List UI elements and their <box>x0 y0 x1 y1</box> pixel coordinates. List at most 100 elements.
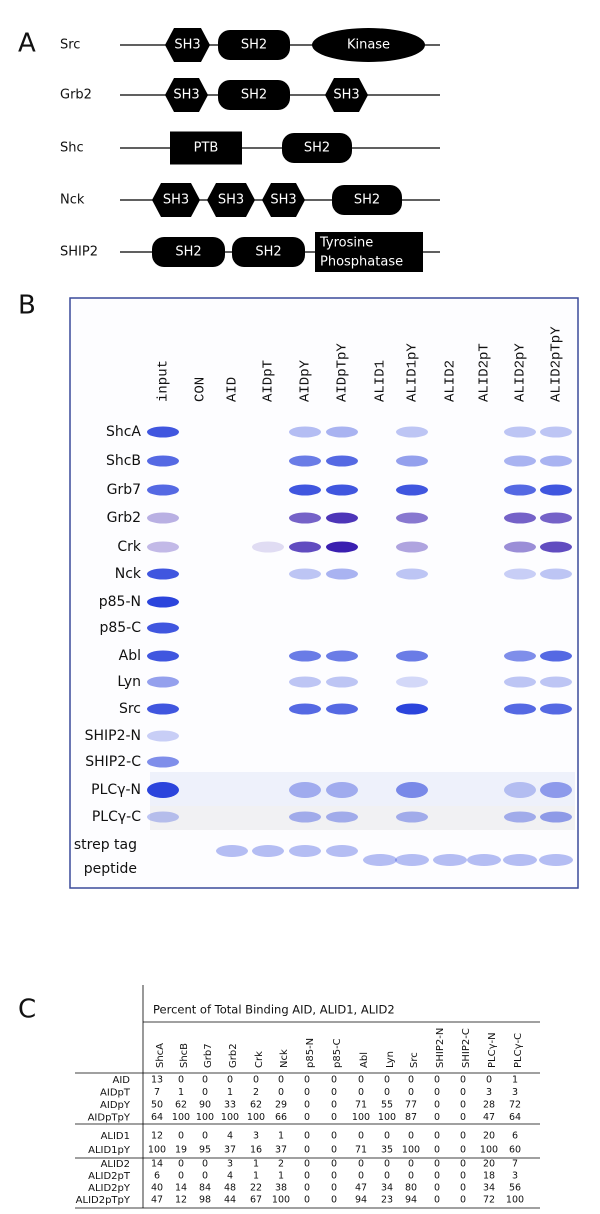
gel-band <box>396 703 428 715</box>
row-label: AID <box>113 1075 131 1086</box>
row-label: PLCγ-N <box>91 782 141 798</box>
table-cell: 4 <box>227 1131 233 1142</box>
table-cell: 0 <box>408 1171 414 1182</box>
table-cell: 0 <box>202 1087 208 1098</box>
table-cell: 84 <box>199 1183 211 1194</box>
table-cell: 62 <box>175 1100 187 1111</box>
table-cell: 100 <box>378 1112 396 1123</box>
gel-band <box>504 703 536 715</box>
domain-shape <box>165 28 210 62</box>
domain-label: SH3 <box>333 88 359 103</box>
row-label: ALID2pY <box>88 1183 131 1194</box>
domain-shape <box>262 183 305 217</box>
table-cell: 6 <box>154 1171 160 1182</box>
domain-label: SH2 <box>255 245 281 260</box>
gel-band <box>504 676 536 688</box>
lane-label: ALID1pY <box>405 343 421 402</box>
table-cell: 37 <box>275 1145 287 1156</box>
domain-shape <box>232 237 305 267</box>
row-label: p85-N <box>99 594 141 610</box>
table-cell: 0 <box>434 1183 440 1194</box>
gel-band <box>363 854 397 866</box>
lane-label: ALID2pT <box>477 343 493 402</box>
gel-band <box>147 650 179 662</box>
table-cell: 0 <box>178 1075 184 1086</box>
table-cell: 0 <box>358 1171 364 1182</box>
table-cell: 0 <box>202 1171 208 1182</box>
table-cell: 28 <box>483 1100 495 1111</box>
gel-band <box>289 484 321 496</box>
table-cell: 0 <box>331 1159 337 1170</box>
column-header: SHIP2-N <box>435 1028 446 1068</box>
table-cell: 77 <box>405 1100 417 1111</box>
lane-label: ALID2 <box>443 360 459 402</box>
table-cell: 100 <box>480 1145 498 1156</box>
table-cell: 1 <box>253 1171 259 1182</box>
lane-label: AIDpTpY <box>335 343 351 402</box>
gel-band <box>396 455 428 467</box>
table-cell: 0 <box>304 1075 310 1086</box>
gel-band <box>504 811 536 823</box>
gel-band <box>504 650 536 662</box>
gel-band <box>216 845 248 857</box>
table-cell: 12 <box>151 1131 163 1142</box>
table-cell: 0 <box>278 1075 284 1086</box>
table-cell: 37 <box>224 1145 236 1156</box>
table-title: Percent of Total Binding AID, ALID1, ALI… <box>153 1003 395 1017</box>
table-cell: 100 <box>402 1145 420 1156</box>
lane-label: AID <box>225 377 241 402</box>
table-cell: 0 <box>304 1145 310 1156</box>
table-cell: 90 <box>199 1100 211 1111</box>
domain-shape <box>152 183 200 217</box>
table-cell: 80 <box>405 1183 417 1194</box>
table-cell: 0 <box>384 1171 390 1182</box>
table-cell: 3 <box>512 1087 518 1098</box>
table-cell: 0 <box>331 1112 337 1123</box>
table-cell: 0 <box>304 1100 310 1111</box>
table-cell: 0 <box>434 1112 440 1123</box>
gel-band <box>326 676 358 688</box>
domain-label: SH3 <box>270 193 296 208</box>
gel-band <box>252 845 284 857</box>
gel-band <box>147 568 179 580</box>
table-cell: 47 <box>483 1112 495 1123</box>
column-header: Crk <box>254 1051 265 1068</box>
table-cell: 0 <box>178 1159 184 1170</box>
table-cell: 66 <box>275 1112 287 1123</box>
table-cell: 2 <box>278 1159 284 1170</box>
table-cell: 100 <box>272 1195 290 1206</box>
lane-label: AIDpY <box>298 359 314 402</box>
table-cell: 38 <box>275 1183 287 1194</box>
domain-label: Kinase <box>347 38 390 53</box>
column-header: p85-C <box>332 1038 343 1068</box>
table-cell: 67 <box>250 1195 262 1206</box>
table-cell: 1 <box>278 1131 284 1142</box>
gel-band <box>540 426 572 438</box>
table-cell: 0 <box>434 1171 440 1182</box>
gel-band <box>147 512 179 524</box>
column-header: PLCγ-N <box>487 1032 498 1068</box>
row-label: ALID2pTpY <box>76 1195 131 1206</box>
table-cell: 62 <box>250 1100 262 1111</box>
lane-label: CON <box>193 377 209 402</box>
table-cell: 0 <box>460 1075 466 1086</box>
gel-band <box>540 568 572 580</box>
gel-strip <box>150 772 575 806</box>
gel-band <box>540 703 572 715</box>
row-label: ALID1pY <box>88 1145 131 1156</box>
table-cell: 100 <box>196 1112 214 1123</box>
table-cell: 1 <box>227 1087 233 1098</box>
gel-band <box>504 512 536 524</box>
table-cell: 0 <box>384 1087 390 1098</box>
panel-label: B <box>18 291 36 321</box>
gel-band <box>289 782 321 798</box>
gel-band <box>147 426 179 438</box>
domain-label: SH2 <box>304 141 330 156</box>
domain-label: SH2 <box>175 245 201 260</box>
table-cell: 0 <box>460 1145 466 1156</box>
panel-label: C <box>18 995 36 1025</box>
column-header: SHIP2-C <box>461 1028 472 1068</box>
table-cell: 0 <box>253 1075 259 1086</box>
gel-band <box>540 455 572 467</box>
table-cell: 0 <box>434 1195 440 1206</box>
